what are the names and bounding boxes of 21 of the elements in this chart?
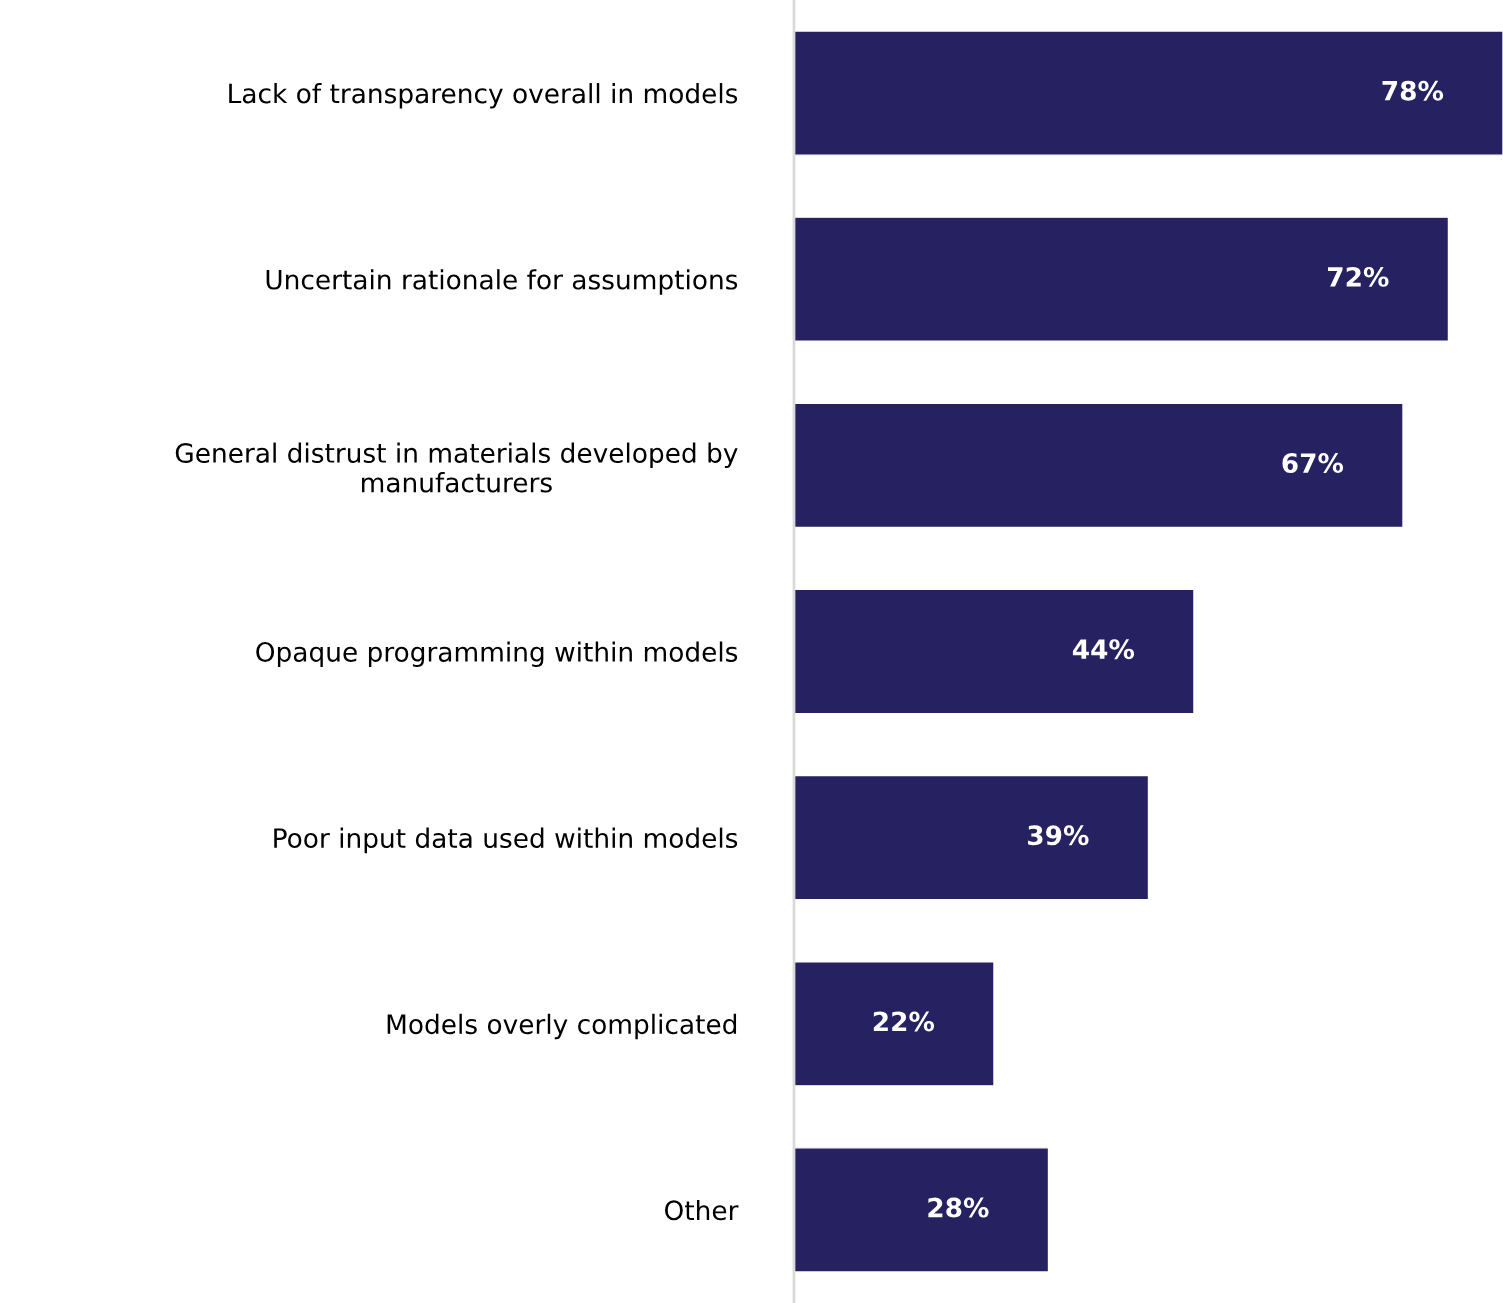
bar [794,774,1150,901]
bar [794,1147,1050,1273]
data-label: 22% [873,1011,935,1032]
data-label: 39% [1028,825,1089,846]
bar [794,216,1450,342]
data-label: 78% [1382,80,1444,101]
bar [794,961,995,1087]
y-tick-label: Uncertain rationale for assumptions [266,269,738,295]
y-tick-label: Opaque programming within models [256,641,738,668]
y-tick-label: Models overly complicated [387,1013,737,1040]
data-label: 44% [1072,639,1135,660]
bar [794,588,1195,715]
y-tick-label: Poor input data used within models [274,827,738,854]
y-tick-label: Lack of transparency overall in models [229,83,738,109]
y-tick-label: Other [665,1199,739,1221]
bar [794,402,1404,529]
data-label: 72% [1328,266,1389,287]
y-tick-label: General distrust in materials developed by manufacturers [175,442,738,493]
data-label: 67% [1282,453,1344,474]
bar [794,30,1503,156]
data-label: 28% [928,1197,989,1218]
